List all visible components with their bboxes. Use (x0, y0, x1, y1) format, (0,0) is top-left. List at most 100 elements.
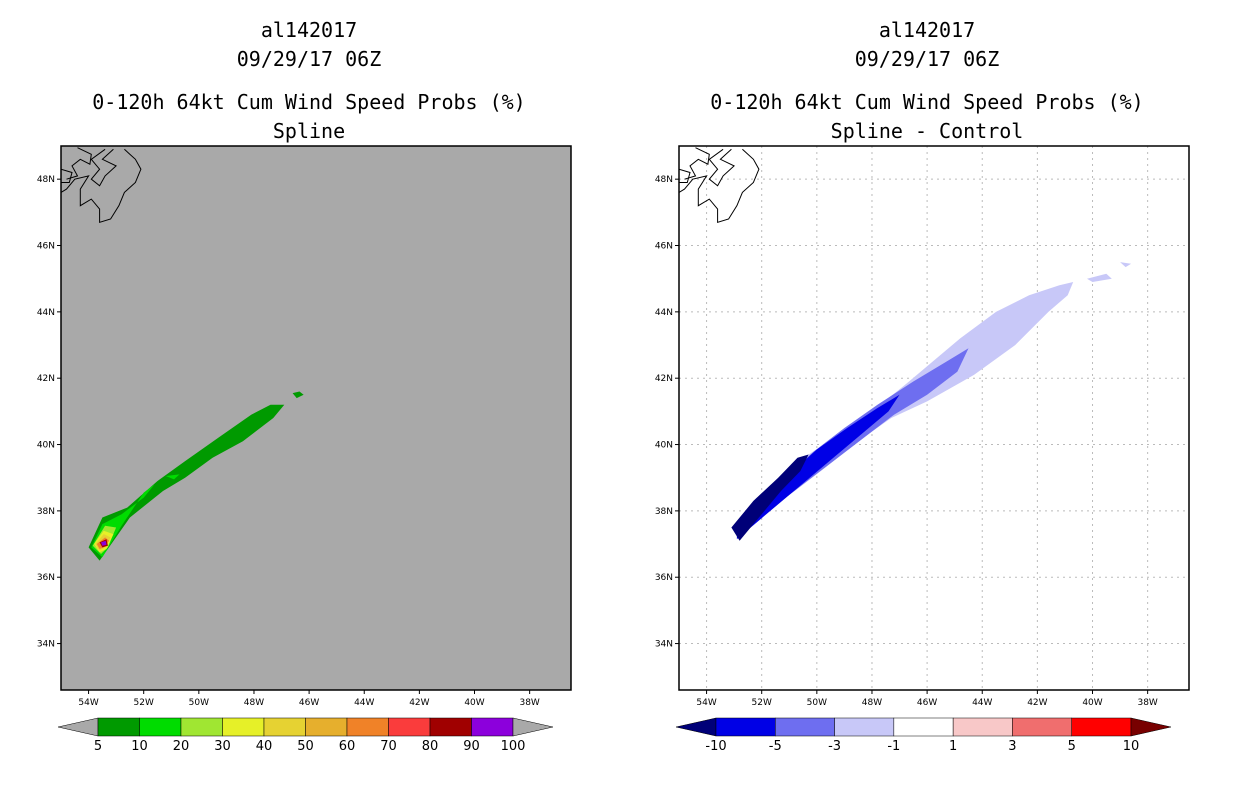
right-colorbar: -10 -5 -3 -1 1 3 5 10 (675, 717, 1172, 754)
right-colorbar-label-5: 3 (1008, 739, 1016, 754)
right-title-product: 0-120h 64kt Cum Wind Speed Probs (%) (710, 90, 1144, 114)
left-colorbar-box-0 (97, 717, 140, 737)
right-title-datetime: 09/29/17 06Z (854, 47, 1000, 71)
left-colorbar-box-5 (305, 717, 348, 737)
left-colorbar-label-6: 60 (339, 739, 356, 754)
right-colorbar-box-4 (952, 717, 1013, 737)
left-xtick-label-40W: 40W (464, 698, 484, 708)
left-xtick-label-38W: 38W (519, 698, 539, 708)
left-colorbar-label-10: 100 (501, 739, 526, 754)
left-contour-5-0 (88, 404, 285, 561)
left-title-storm-id: al142017 (260, 18, 358, 42)
left-ytick-label-34N: 34N (37, 640, 55, 650)
right-xtick-label-50W: 50W (807, 698, 827, 708)
left-colorbar-label-7: 70 (380, 739, 397, 754)
left-colorbar-label-1: 10 (131, 739, 148, 754)
right-colorbar-box-1 (775, 717, 835, 737)
right-colorbar-label-4: 1 (949, 739, 957, 754)
left-colorbar-label-2: 20 (173, 739, 190, 754)
right-xtick-label-52W: 52W (752, 698, 772, 708)
left-title-datetime: 09/29/17 06Z (236, 47, 382, 71)
right-colorbar-label-2: -3 (828, 739, 841, 754)
left-colorbar-box-9 (471, 717, 514, 737)
left-ytick-label-42N: 42N (37, 374, 55, 384)
left-colorbar-box-1 (139, 717, 182, 737)
right-colorbar-over-triangle (1130, 717, 1172, 737)
left-plot-area (61, 147, 304, 561)
right-colorbar-label-1: -5 (769, 739, 782, 754)
right-xtick-label-46W: 46W (917, 698, 937, 708)
left-title-product: 0-120h 64kt Cum Wind Speed Probs (%) (92, 90, 526, 114)
left-coastline-1 (90, 148, 117, 187)
left-colorbar-label-4: 40 (256, 739, 273, 754)
right-ytick-label-34N: 34N (655, 640, 673, 650)
left-coastline-0 (61, 148, 142, 223)
left-colorbar-box-4 (263, 717, 306, 737)
right-colorbar-box-0 (715, 717, 776, 737)
right-colorbar-box-2 (834, 717, 895, 737)
left-ytick-label-36N: 36N (37, 573, 55, 583)
left-ytick-label-46N: 46N (37, 242, 55, 252)
left-plot-background (61, 146, 571, 690)
right-contour-neg1-2 (1120, 262, 1132, 268)
left-colorbar-label-5: 50 (297, 739, 314, 754)
right-plot-background (679, 146, 1189, 690)
right-colorbar-label-6: 5 (1068, 739, 1076, 754)
right-coastline-1 (708, 148, 735, 187)
left-plot: 54W 52W 50W 48W 46W 44W 42W 40W 38W 48N 46N 44N 42N 4… (37, 145, 572, 708)
left-ytick-label-40N: 40N (37, 441, 55, 451)
left-xtick-label-44W: 44W (354, 698, 374, 708)
right-plot: 54W 52W 50W 48W 46W 44W 42W 40W 38W 48N 46N 44N 42N 4… (655, 145, 1190, 708)
left-colorbar-box-6 (346, 717, 389, 737)
left-coastline-3 (61, 168, 73, 183)
right-xtick-label-40W: 40W (1082, 698, 1102, 708)
left-colorbar-box-2 (180, 717, 223, 737)
left-ytick-label-38N: 38N (37, 507, 55, 517)
left-plot-frame (60, 145, 572, 691)
right-ytick-label-46N: 46N (655, 242, 673, 252)
right-ytick-label-44N: 44N (655, 308, 673, 318)
left-title-subtitle: Spline (272, 119, 346, 143)
right-xtick-label-42W: 42W (1027, 698, 1047, 708)
left-xtick-label-46W: 46W (299, 698, 319, 708)
left-colorbar-box-8 (429, 717, 472, 737)
left-xtick-label-54W: 54W (78, 698, 98, 708)
right-xtick-label-54W: 54W (696, 698, 716, 708)
left-xtick-label-52W: 52W (134, 698, 154, 708)
left-contour-5-1 (292, 391, 304, 399)
right-plot-area (679, 146, 1189, 690)
left-coastline-2 (66, 147, 92, 180)
right-coastline-3 (679, 168, 691, 183)
left-colorbar: 5 10 20 30 40 50 60 70 80 90 100 (57, 717, 554, 754)
left-contour-10-3 (165, 474, 180, 480)
right-contour-neg5-4 (736, 394, 900, 540)
right-coastline-0 (679, 148, 760, 223)
right-ytick-label-42N: 42N (655, 374, 673, 384)
left-colorbar-over-triangle (512, 717, 554, 737)
right-xtick-label-44W: 44W (972, 698, 992, 708)
left-colorbar-label-8: 80 (422, 739, 439, 754)
right-contour-neg1-1 (1087, 273, 1112, 282)
left-xtick-label-50W: 50W (189, 698, 209, 708)
right-xtick-label-38W: 38W (1137, 698, 1157, 708)
right-ytick-label-48N: 48N (655, 175, 673, 185)
right-colorbar-box-3 (893, 717, 954, 737)
left-colorbar-label-9: 90 (463, 739, 480, 754)
left-ytick-label-48N: 48N (37, 175, 55, 185)
left-colorbar-box-7 (388, 717, 431, 737)
left-colorbar-label-0: 5 (94, 739, 102, 754)
right-ytick-label-36N: 36N (655, 573, 673, 583)
right-title-subtitle: Spline - Control (830, 119, 1024, 143)
right-ytick-label-38N: 38N (655, 507, 673, 517)
right-colorbar-box-5 (1012, 717, 1072, 737)
left-xtick-label-42W: 42W (409, 698, 429, 708)
left-contour-90-9 (101, 540, 107, 546)
left-colorbar-label-3: 30 (214, 739, 231, 754)
right-colorbar-label-3: -1 (887, 739, 900, 754)
right-colorbar-label-7: 10 (1123, 739, 1140, 754)
right-coastline-2 (684, 147, 710, 180)
right-colorbar-label-0: -10 (705, 739, 726, 754)
right-ytick-label-40N: 40N (655, 441, 673, 451)
right-colorbar-box-6 (1071, 717, 1132, 737)
